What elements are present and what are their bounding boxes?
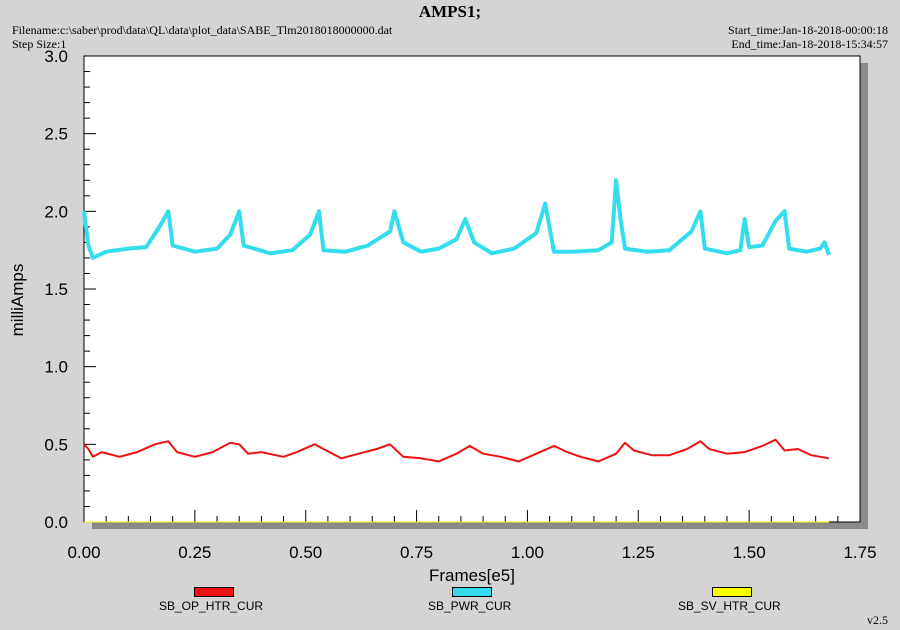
- y-tick-label: 0.0: [44, 513, 68, 532]
- x-tick-label: 1.25: [622, 543, 655, 562]
- y-tick-label: 2.0: [44, 202, 68, 221]
- y-axis-title: milliAmps: [8, 264, 27, 337]
- legend-label-sv-htr: SB_SV_HTR_CUR: [678, 599, 781, 613]
- x-tick-label: 0.00: [67, 543, 100, 562]
- series-line-sb-pwr-cur: [82, 178, 831, 260]
- start-time-label: Start_time:Jan-18-2018-00:00:18: [728, 23, 888, 37]
- end-time-label: End_time:Jan-18-2018-15:34:57: [731, 37, 888, 51]
- series-layer: [82, 178, 831, 523]
- legend-label-op-htr: SB_OP_HTR_CUR: [159, 599, 264, 613]
- step-size-label: Step Size:1: [12, 37, 67, 51]
- version-label: v2.5: [867, 613, 888, 627]
- x-axis-title: Frames[e5]: [429, 566, 515, 585]
- x-tick-label: 0.75: [400, 543, 433, 562]
- x-tick-label: 1.75: [843, 543, 876, 562]
- x-tick-label: 1.50: [733, 543, 766, 562]
- legend-swatch-sv-htr: [712, 587, 752, 597]
- y-tick-label: 0.5: [44, 435, 68, 454]
- chart-title: AMPS1;: [418, 2, 482, 21]
- x-tick-label: 1.00: [511, 543, 544, 562]
- series-line-sb-op-htr-cur: [83, 438, 830, 463]
- y-tick-label: 2.5: [44, 125, 68, 144]
- x-tick-label: 0.25: [178, 543, 211, 562]
- legend-label-pwr: SB_PWR_CUR: [428, 599, 512, 613]
- plot-area: [83, 55, 861, 523]
- legend-swatch-pwr: [452, 587, 492, 597]
- y-tick-label: 3.0: [44, 47, 68, 66]
- tick-labels: 0.0 0.5 1.0 1.5 2.0 2.5 3.0 0.00 0.25 0.50 0.75 1.0…: [44, 47, 876, 562]
- y-tick-label: 1.0: [44, 358, 68, 377]
- filename-label: Filename:c:\saber\prod\data\QL\data\plot…: [12, 23, 393, 37]
- legend-swatch-op-htr: [194, 587, 234, 597]
- axis-ticks: [83, 55, 861, 523]
- y-tick-label: 1.5: [44, 280, 68, 299]
- x-tick-label: 0.50: [289, 543, 322, 562]
